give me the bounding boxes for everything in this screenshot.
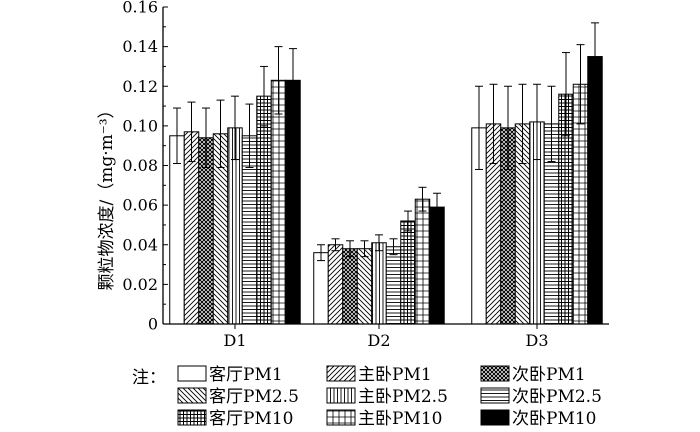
bar-次卧PM10-D2: [429, 206, 445, 325]
legend-label: 次卧PM2.5: [512, 387, 602, 407]
legend-label: 主卧PM2.5: [358, 387, 448, 407]
legend-prefix: 注：: [132, 368, 166, 388]
error-bar-次卧PM1-D1: [202, 107, 210, 168]
legend-item: 主卧PM1: [326, 365, 432, 385]
legend-label: 主卧PM10: [358, 409, 442, 429]
y-tick-label: 0.16: [122, 0, 158, 17]
legend-item: 主卧PM10: [326, 409, 442, 429]
legend-swatch: [177, 409, 207, 426]
x-tick-label: D2: [367, 331, 390, 350]
error-bar-主卧PM1-D2: [331, 238, 340, 252]
error-bar-主卧PM10-D3: [576, 44, 585, 125]
y-tick-label: 0.08: [122, 156, 158, 175]
error-bar-客厅PM2.5-D1: [216, 99, 225, 168]
error-bar-主卧PM10-D2: [418, 186, 427, 212]
y-axis-label: 颗粒物浓度/（mg·m⁻³）: [97, 101, 117, 290]
legend-label: 主卧PM1: [358, 365, 432, 385]
legend-item: 主卧PM2.5: [326, 387, 448, 407]
error-bar-次卧PM10-D3: [591, 22, 599, 91]
error-bar-次卧PM10-D2: [433, 192, 441, 222]
bar-客厅PM2.5-D2: [356, 248, 373, 325]
y-tick-label: 0.06: [122, 196, 158, 215]
error-bar-客厅PM1-D1: [173, 107, 181, 165]
bar-客厅PM10-D1: [256, 95, 272, 325]
bar-次卧PM1-D2: [342, 248, 358, 325]
error-bar-次卧PM1-D2: [346, 240, 354, 258]
error-bar-客厅PM10-D3: [562, 52, 570, 137]
bar-次卧PM10-D1: [285, 79, 301, 325]
error-bar-客厅PM1-D2: [317, 244, 325, 262]
x-tick-label: D1: [223, 331, 246, 350]
error-bar-次卧PM2.5-D3: [547, 85, 556, 163]
error-bar-主卧PM2.5-D1: [231, 95, 239, 161]
error-bar-主卧PM2.5-D3: [533, 83, 541, 161]
error-bar-次卧PM1-D3: [504, 85, 512, 170]
y-tick-label: 0.10: [122, 116, 158, 135]
error-bar-主卧PM10-D1: [274, 46, 283, 115]
bar-主卧PM10-D2: [414, 198, 431, 325]
legend-swatch: [326, 387, 356, 404]
y-tick-label: 0.14: [122, 37, 158, 56]
legend-swatch: [326, 365, 356, 382]
bar-次卧PM2.5-D2: [385, 246, 402, 325]
axes: 0 0.02 0.04 0.06 0.08 0.10 0.12 0.14 0.16 D1 D2 D3: [122, 0, 609, 350]
legend-item: 客厅PM2.5: [177, 387, 299, 407]
error-bar-客厅PM1-D3: [475, 85, 483, 170]
y-tick-label: 0.12: [122, 77, 158, 96]
error-bar-客厅PM2.5-D2: [360, 240, 369, 258]
legend-label: 客厅PM1: [209, 365, 283, 385]
legend-swatch: [177, 365, 207, 382]
legend-label: 次卧PM1: [512, 365, 586, 385]
error-bar-次卧PM2.5-D2: [389, 238, 398, 256]
error-bar-次卧PM10-D1: [289, 48, 297, 113]
legend-item: 客厅PM1: [177, 365, 283, 385]
error-bar-客厅PM2.5-D3: [518, 83, 527, 165]
error-bar-主卧PM2.5-D2: [375, 234, 383, 252]
bar-主卧PM1-D2: [327, 244, 344, 325]
error-bar-次卧PM2.5-D1: [245, 103, 254, 168]
legend-swatch: [326, 409, 356, 426]
legend-swatch: [480, 387, 510, 404]
legend-label: 客厅PM2.5: [209, 387, 299, 407]
legend-item: 次卧PM10: [480, 409, 596, 429]
error-bar-主卧PM1-D1: [187, 101, 196, 163]
bar-客厅PM10-D2: [400, 220, 416, 325]
plot-area: [169, 22, 603, 325]
legend-swatch: [480, 409, 510, 426]
legend-item: 次卧PM1: [480, 365, 586, 385]
y-tick-label: 0: [148, 315, 158, 334]
y-tick-label: 0.04: [122, 235, 158, 254]
error-bar-主卧PM1-D3: [489, 83, 498, 165]
legend-label: 次卧PM10: [512, 409, 596, 429]
bar-主卧PM2.5-D2: [371, 242, 387, 325]
bar-主卧PM10-D1: [270, 79, 287, 325]
legend-swatch: [480, 365, 510, 382]
legend-swatch: [177, 387, 207, 404]
legend-item: 次卧PM2.5: [480, 387, 602, 407]
y-tick-label: 0.02: [122, 275, 158, 294]
legend-item: 客厅PM10: [177, 409, 293, 429]
bar-客厅PM1-D2: [313, 252, 329, 325]
x-tick-label: D3: [525, 331, 548, 350]
legend-label: 客厅PM10: [209, 409, 293, 429]
error-bar-客厅PM10-D2: [404, 210, 412, 232]
error-bar-客厅PM10-D1: [260, 65, 268, 127]
legend: 客厅PM1 主卧PM1 次卧PM1 客厅PM2.5 主卧PM2.5 次卧PM2.5 客厅PM…: [177, 365, 602, 429]
bar-次卧PM10-D3: [587, 56, 603, 325]
